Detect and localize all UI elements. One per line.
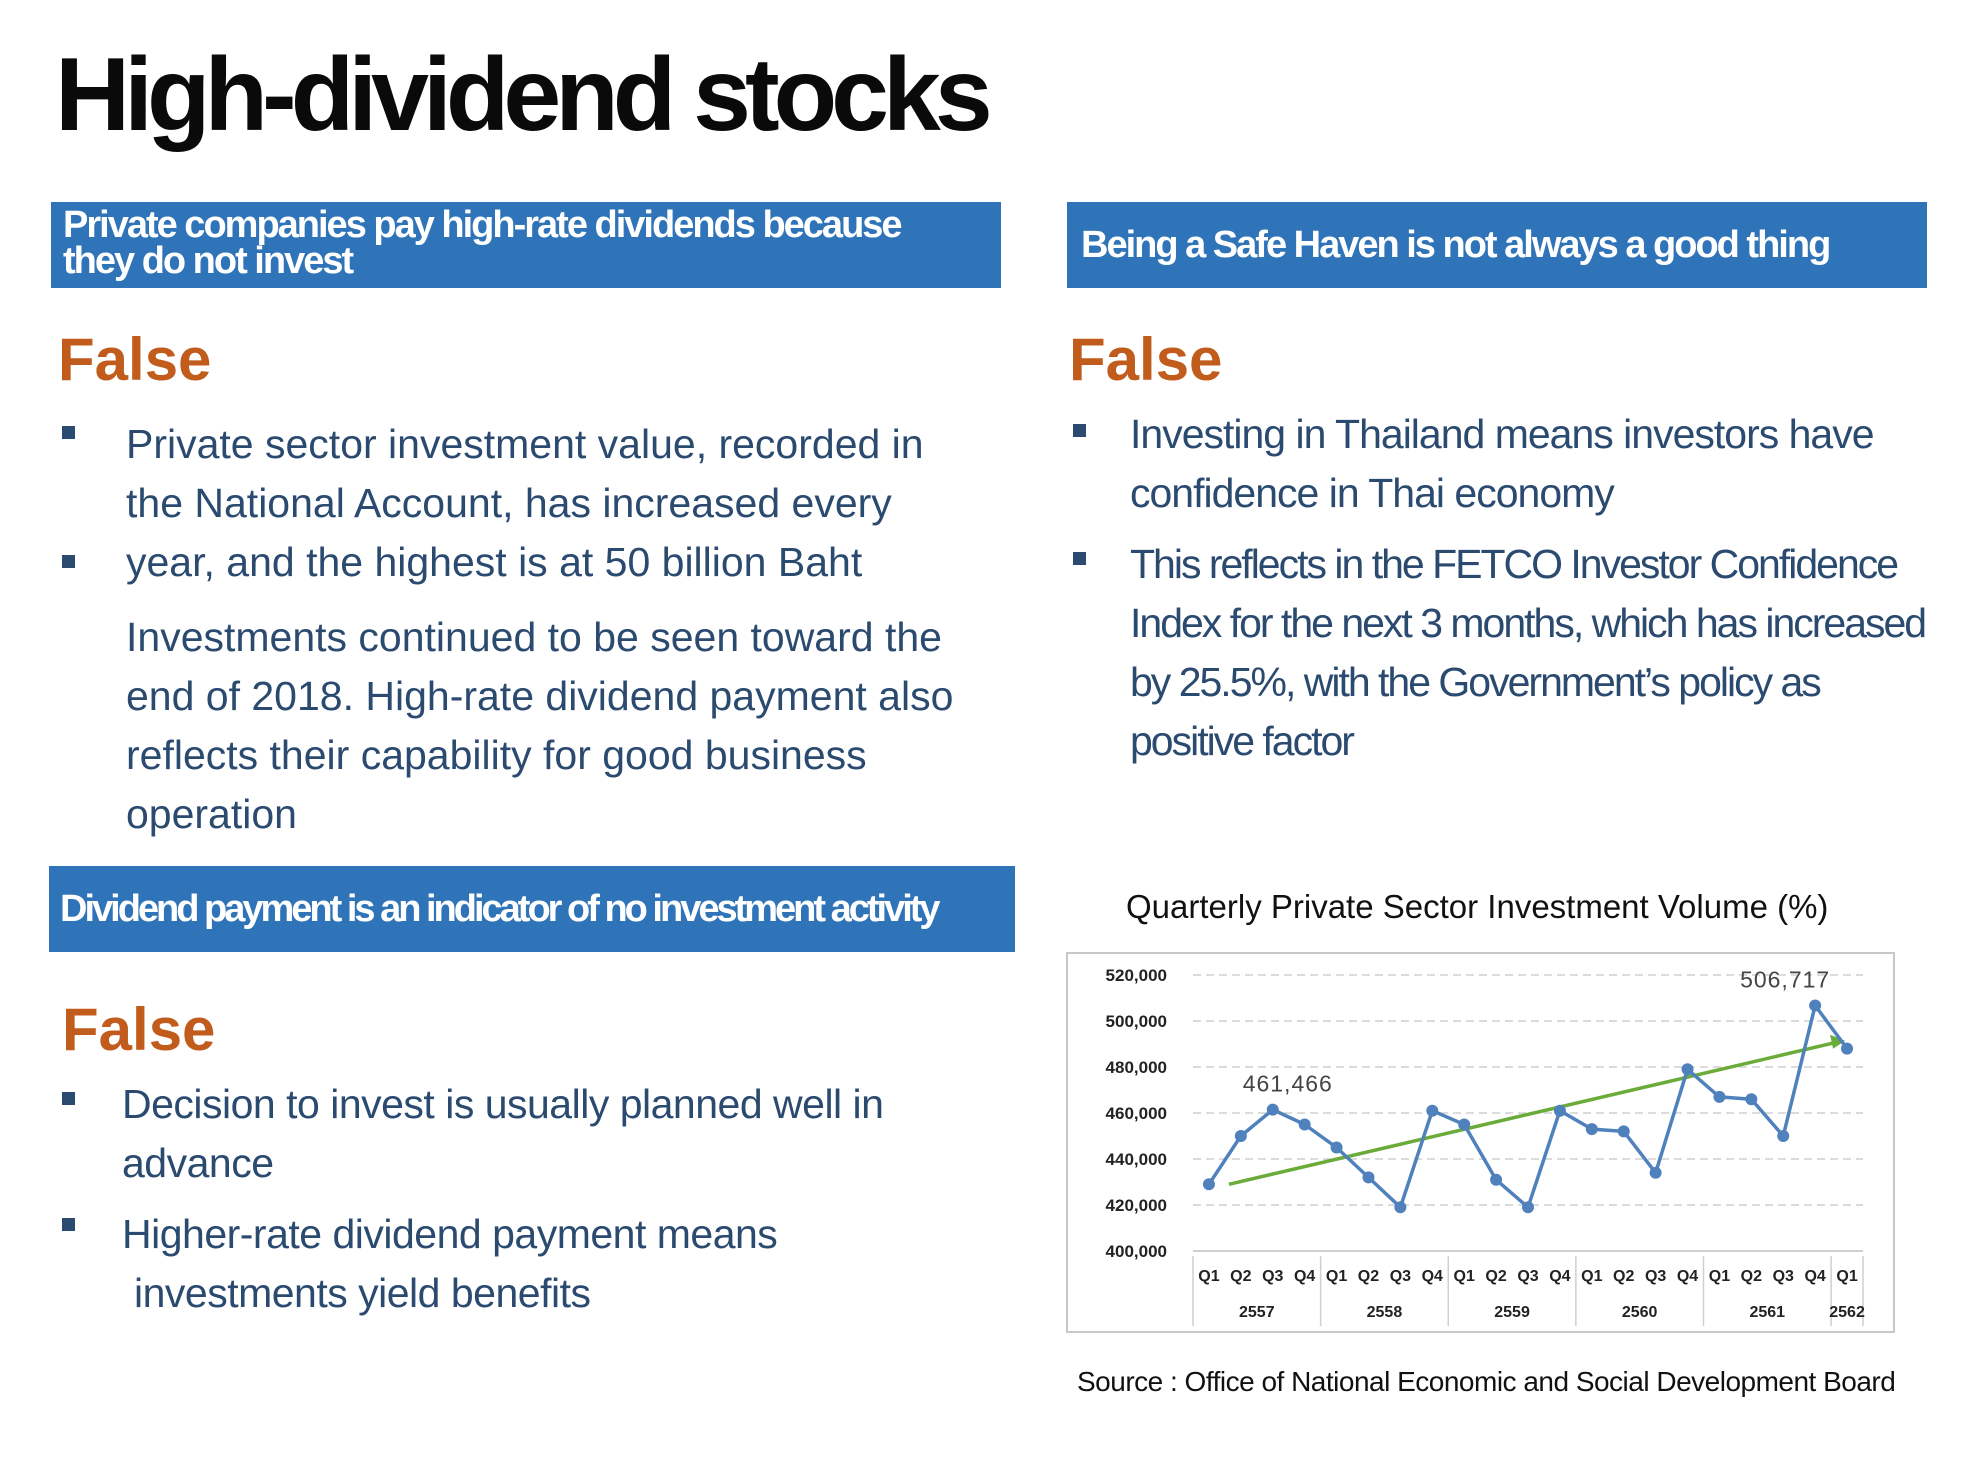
x-tick-label: Q1	[1709, 1268, 1730, 1285]
data-point	[1585, 1123, 1598, 1136]
x-tick-label: Q2	[1230, 1268, 1251, 1285]
data-point	[1394, 1201, 1407, 1214]
section2-verdict: False	[1069, 326, 1223, 393]
data-point	[1713, 1090, 1726, 1103]
x-tick-label: Q1	[1198, 1268, 1219, 1285]
bullet-marker	[62, 555, 75, 568]
data-point	[1298, 1118, 1311, 1131]
data-point	[1522, 1201, 1534, 1214]
x-group-label: 2562	[1829, 1304, 1865, 1321]
x-group-label: 2561	[1749, 1304, 1785, 1321]
x-tick-label: Q1	[1326, 1268, 1347, 1285]
x-tick-label: Q2	[1613, 1268, 1634, 1285]
source-note: Source : Office of National Economic and…	[1077, 1366, 1896, 1397]
data-point	[1330, 1141, 1343, 1154]
data-point	[1745, 1093, 1758, 1106]
section2-line: Index for the next 3 months, which has i…	[1130, 600, 1927, 646]
y-tick-label: 420,000	[1106, 1196, 1167, 1215]
x-tick-label: Q1	[1454, 1268, 1475, 1285]
y-tick-label: 440,000	[1106, 1150, 1167, 1169]
data-point	[1458, 1118, 1471, 1131]
bullet-marker	[62, 426, 75, 439]
x-tick-label: Q3	[1773, 1268, 1794, 1285]
data-point	[1553, 1104, 1566, 1117]
trend-line	[1228, 1039, 1840, 1187]
data-point	[1426, 1104, 1439, 1117]
section1-verdict: False	[58, 326, 212, 393]
section1-line: year, and the highest is at 50 billion B…	[126, 539, 863, 585]
section1-heading-line2: they do not invest	[63, 240, 354, 282]
data-point	[1649, 1166, 1662, 1179]
page-title: High-dividend stocks	[55, 37, 993, 153]
x-tick-label: Q3	[1262, 1268, 1283, 1285]
data-point	[1490, 1173, 1503, 1186]
x-tick-label: Q3	[1517, 1268, 1538, 1285]
section1-line: end of 2018. High-rate dividend payment …	[126, 673, 954, 719]
chart-frame	[1066, 952, 1895, 1333]
x-group-label: 2558	[1367, 1304, 1403, 1321]
data-point	[1681, 1063, 1694, 1076]
x-tick-label: Q4	[1677, 1268, 1698, 1285]
y-tick-label: 400,000	[1106, 1242, 1167, 1261]
section3-line: investments yield benefits	[134, 1270, 591, 1316]
data-point	[1809, 999, 1822, 1012]
section3-verdict: False	[62, 996, 216, 1063]
section2-body: Investing in Thailand means investors ha…	[1130, 405, 1927, 771]
x-tick-label: Q4	[1422, 1268, 1443, 1285]
bullet-marker	[1073, 552, 1086, 565]
bullet-marker	[1073, 424, 1086, 437]
x-tick-label: Q2	[1485, 1268, 1506, 1285]
x-tick-label: Q4	[1549, 1268, 1570, 1285]
y-tick-label: 460,000	[1106, 1104, 1167, 1123]
section1-heading: Private companies pay high-rate dividend…	[51, 202, 1001, 288]
data-point	[1362, 1171, 1375, 1184]
bullet-marker	[62, 1218, 75, 1231]
x-tick-label: Q4	[1804, 1268, 1825, 1285]
x-tick-label: Q2	[1741, 1268, 1762, 1285]
section2-line: Investing in Thailand means investors ha…	[1130, 411, 1875, 457]
data-point	[1617, 1125, 1630, 1138]
section2-line: by 25.5%, with the Government’s policy a…	[1130, 659, 1822, 705]
x-group-label: 2559	[1494, 1304, 1530, 1321]
data-point	[1266, 1103, 1279, 1116]
data-point	[1234, 1130, 1247, 1142]
section1-line: operation	[126, 791, 297, 837]
x-tick-label: Q1	[1581, 1268, 1602, 1285]
chart-title: Quarterly Private Sector Investment Volu…	[1126, 888, 1829, 925]
section2-line: This reflects in the FETCO Investor Conf…	[1130, 541, 1899, 587]
y-tick-label: 480,000	[1106, 1058, 1167, 1077]
data-point	[1777, 1130, 1790, 1142]
section3-body: Decision to invest is usually planned we…	[122, 1075, 884, 1323]
x-group-label: 2557	[1239, 1304, 1275, 1321]
data-point	[1202, 1178, 1215, 1191]
y-tick-label: 520,000	[1106, 966, 1167, 985]
x-group-label: 2560	[1622, 1304, 1658, 1321]
x-tick-label: Q3	[1390, 1268, 1411, 1285]
section3-heading: Dividend payment is an indicator of no i…	[49, 866, 1015, 952]
section1-line: Investments continued to be seen toward …	[126, 614, 942, 660]
section3-line: advance	[122, 1140, 274, 1186]
trend-arrowhead	[1830, 1034, 1846, 1049]
section1-heading-line1: Private companies pay high-rate dividend…	[63, 204, 903, 246]
data-label: 461,466	[1243, 1071, 1333, 1097]
data-point	[1841, 1042, 1854, 1055]
section2-heading: Being a Safe Haven is not always a good …	[1067, 202, 1927, 288]
y-tick-label: 500,000	[1106, 1012, 1167, 1031]
section1-line: reflects their capability for good busin…	[126, 732, 867, 778]
data-label: 506,717	[1740, 967, 1830, 993]
section2-line: positive factor	[1130, 718, 1355, 764]
x-tick-label: Q1	[1836, 1268, 1857, 1285]
section1-body: Private sector investment value, recorde…	[126, 415, 953, 844]
x-tick-label: Q3	[1645, 1268, 1666, 1285]
section2-line: confidence in Thai economy	[1130, 470, 1615, 516]
section1-line: the National Account, has increased ever…	[126, 480, 892, 526]
bullet-marker	[62, 1092, 75, 1105]
x-tick-label: Q4	[1294, 1268, 1315, 1285]
section3-line: Higher-rate dividend payment means	[122, 1211, 778, 1257]
section3-line: Decision to invest is usually planned we…	[122, 1081, 884, 1127]
x-tick-label: Q2	[1358, 1268, 1379, 1285]
section1-line: Private sector investment value, recorde…	[126, 421, 924, 467]
